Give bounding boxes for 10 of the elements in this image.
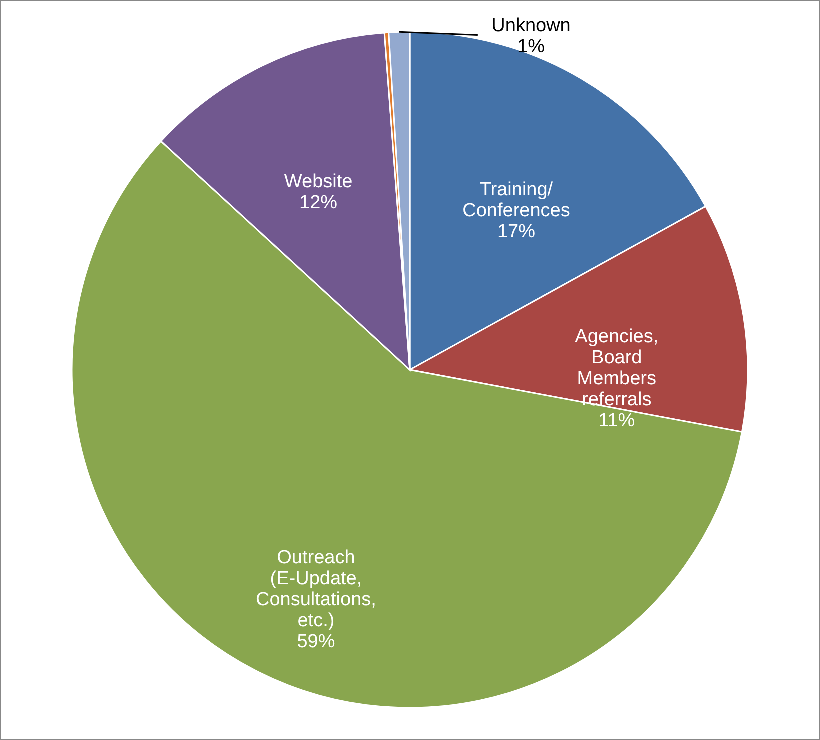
slice-label: Agencies, Board Members referrals [575, 326, 659, 411]
slice-label: Outreach (E-Update, Consultations, etc.) [256, 547, 376, 632]
slice-label: Website [284, 171, 353, 192]
slice-label: Unknown [492, 16, 571, 37]
slice-label: Training/ Conferences [462, 180, 570, 222]
data-label: 11% [598, 410, 636, 432]
data-label: 1% [518, 36, 546, 58]
data-label: 17% [497, 222, 536, 243]
data-label: 59% [297, 631, 336, 652]
data-label: 12% [300, 192, 338, 214]
